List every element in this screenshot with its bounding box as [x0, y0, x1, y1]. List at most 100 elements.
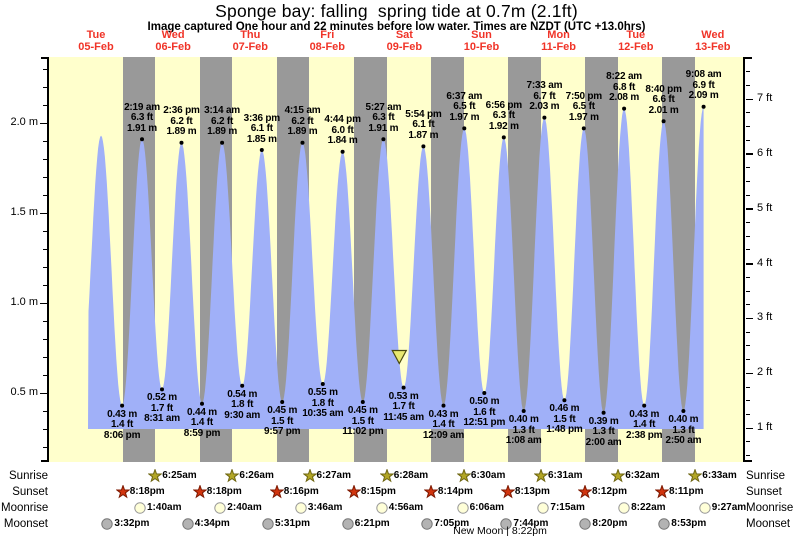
moonrise-circle-icon: [295, 502, 307, 514]
tide-point-dot: [401, 385, 406, 390]
low-tide-label: 0.40 m 1.3 ft 1:08 am: [505, 414, 542, 446]
sunrise-time: 6:33am: [702, 470, 737, 481]
low-tide-label: 0.44 m 1.4 ft 8:59 pm: [183, 406, 221, 439]
sunrise-time: 6:30am: [470, 470, 506, 481]
sunset-time: 8:15pm: [360, 486, 396, 497]
y-axis-right-line: [743, 57, 745, 462]
high-tide-label: 4:44 pm 6.0 ft 1.84 m: [324, 114, 361, 147]
y-axis-major-tick: [746, 263, 753, 265]
y-axis-major-tick: [746, 317, 753, 320]
y-axis-label-right: 7 ft: [757, 92, 773, 104]
axis-corner-tick: [41, 57, 48, 59]
tide-point-dot: [601, 410, 606, 415]
y-axis-major-tick: [746, 372, 753, 375]
moonrise-time: 4:56am: [388, 502, 424, 513]
row-label-moonrise-left: Moonrise: [1, 502, 49, 514]
moonset-circle-icon: [421, 518, 433, 530]
low-tide-label: 0.40 m 1.3 ft 2:50 am: [665, 414, 702, 446]
axis-corner-tick: [745, 460, 752, 462]
tide-point-dot: [642, 403, 647, 408]
moonset-circle-icon: [101, 518, 114, 530]
tide-point-dot: [280, 400, 285, 404]
sunrise-star-icon: [611, 469, 626, 483]
sunset-time: 8:13pm: [514, 486, 550, 497]
plot-area: [49, 57, 743, 462]
tide-point-dot: [259, 148, 264, 152]
y-axis-minor-tick: [746, 345, 750, 347]
y-axis-minor-tick: [746, 125, 750, 127]
moonset-time: 5:31pm: [275, 518, 311, 529]
y-axis-minor-tick: [746, 441, 750, 443]
tide-point-dot: [160, 387, 164, 392]
axis-corner-tick: [745, 57, 752, 59]
high-tide-label: 7:50 pm 6.5 ft 1.97 m: [565, 90, 603, 123]
moonrise-circle-icon: [537, 502, 550, 514]
moonset-time: 6:21pm: [354, 518, 390, 529]
moonrise-time: 9:27am: [711, 502, 747, 513]
sunset-time: 8:11pm: [669, 486, 704, 497]
tide-point-dot: [562, 398, 567, 403]
low-tide-label: 0.46 m 1.5 ft 1:48 pm: [546, 403, 583, 436]
moonrise-circle-icon: [134, 502, 146, 514]
row-label-moonset-left: Moonset: [3, 518, 48, 530]
row-label-sunrise-left: Sunrise: [9, 470, 48, 482]
sunrise-star-icon: [534, 469, 548, 483]
sunset-star-icon: [578, 485, 592, 499]
sunset-star-icon: [655, 485, 669, 499]
sunset-time: 8:18pm: [129, 486, 165, 497]
y-axis-label-right: 2 ft: [757, 366, 773, 379]
day-label: Mon 11-Feb: [541, 29, 577, 53]
y-axis-label-right: 6 ft: [757, 146, 773, 159]
y-axis-minor-tick: [746, 235, 750, 237]
y-axis-minor-tick: [746, 304, 750, 306]
sunset-star-icon: [500, 485, 515, 499]
sunrise-time: 6:28am: [393, 470, 429, 481]
y-axis-minor-tick: [746, 221, 750, 223]
y-axis-minor-tick: [746, 249, 750, 251]
row-label-moonrise-right: Moonrise: [746, 502, 793, 514]
moonset-time: 8:20pm: [592, 518, 628, 529]
high-tide-label: 7:33 am 6.7 ft 2.03 m: [526, 80, 563, 113]
y-axis-minor-tick: [43, 230, 47, 232]
y-axis-label-right: 3 ft: [757, 311, 773, 324]
high-tide-label: 8:22 am 6.8 ft 2.08 m: [606, 71, 643, 104]
moonset-circle-icon: [262, 518, 274, 530]
high-tide-label: 3:36 pm 6.1 ft 1.85 m: [243, 112, 281, 145]
tide-point-dot: [681, 409, 686, 413]
y-axis-major-tick: [40, 122, 47, 124]
moonset-time: 3:32pm: [114, 518, 150, 529]
moonrise-circle-icon: [456, 502, 469, 514]
sunset-star-icon: [192, 485, 207, 499]
row-label-moonset-right: Moonset: [746, 518, 791, 530]
sunrise-time: 6:31am: [548, 470, 583, 481]
moonset-circle-icon: [500, 518, 513, 530]
y-axis-major-tick: [746, 427, 753, 430]
day-label: Wed 13-Feb: [695, 29, 731, 53]
low-tide-label: 0.53 m 1.7 ft 11:45 am: [383, 390, 424, 423]
y-axis-major-tick: [40, 302, 47, 304]
row-label-sunset-right: Sunset: [746, 486, 782, 498]
tide-area-fill: [88, 106, 704, 430]
sunrise-star-icon: [302, 469, 317, 483]
y-axis-major-tick: [40, 212, 47, 214]
sunset-time: 8:18pm: [206, 486, 242, 497]
moonset-time: 8:53pm: [671, 518, 707, 529]
tide-point-dot: [240, 383, 245, 388]
sunrise-time: 6:27am: [316, 470, 351, 481]
tide-point-dot: [381, 137, 386, 142]
moonset-circle-icon: [182, 518, 194, 530]
y-axis-label-right: 4 ft: [757, 256, 773, 269]
y-axis-minor-tick: [43, 374, 47, 376]
moonrise-circle-icon: [214, 502, 226, 514]
y-axis-minor-tick: [43, 194, 47, 196]
tide-point-dot: [200, 401, 204, 406]
high-tide-label: 5:54 pm 6.1 ft 1.87 m: [405, 108, 442, 141]
y-axis-minor-tick: [43, 446, 47, 448]
tide-point-dot: [120, 403, 125, 408]
low-tide-label: 0.39 m 1.3 ft 2:00 am: [585, 415, 622, 448]
high-tide-label: 6:37 am 6.5 ft 1.97 m: [446, 90, 483, 123]
y-axis-minor-tick: [43, 284, 47, 286]
sunrise-star-icon: [379, 469, 394, 483]
day-label: Wed 06-Feb: [155, 29, 191, 53]
y-axis-minor-tick: [43, 320, 47, 322]
